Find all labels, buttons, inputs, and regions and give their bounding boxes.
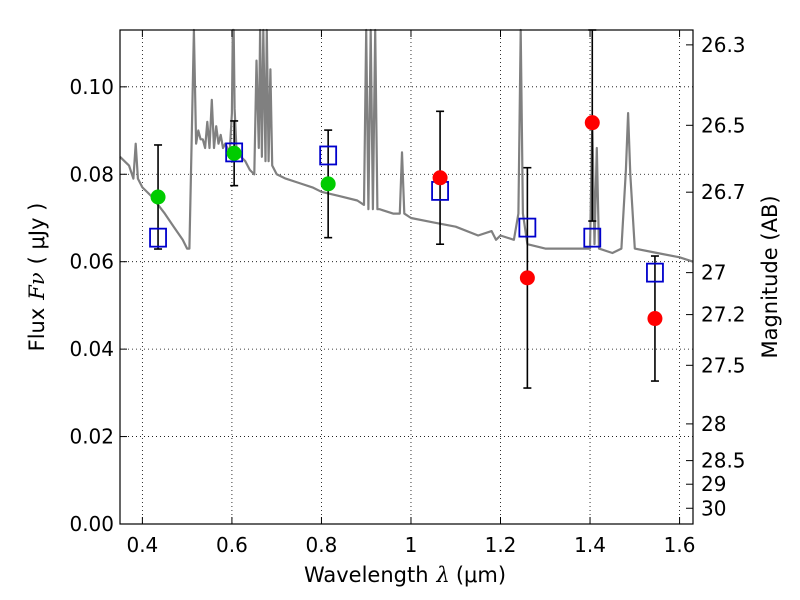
magnitude-tick-label: 26.7 xyxy=(701,180,746,204)
plot-frame xyxy=(119,29,694,525)
x-tick-label: 1.6 xyxy=(664,533,696,557)
y-tick-label: 0.10 xyxy=(69,75,114,99)
model-flux-square xyxy=(319,145,338,166)
y-tick-label: 0.02 xyxy=(69,425,114,449)
model-flux-squares xyxy=(149,142,664,283)
magnitude-tick-label: 26.5 xyxy=(701,113,746,137)
magnitude-tick-label: 27.2 xyxy=(701,303,746,327)
y-axis-label-text: Flux xyxy=(25,308,49,352)
model-flux-square xyxy=(225,142,244,163)
magnitude-tick-label: 28 xyxy=(701,412,726,436)
x-axis-ticks: 0.4 0.6 0.8 1 1.2 1.4 1.6 xyxy=(126,30,695,557)
x-tick-label: 1 xyxy=(405,533,418,557)
y-axis-ticks: 0.00 0.02 0.04 0.06 0.08 0.10 xyxy=(69,75,127,536)
upper-limit-point xyxy=(647,311,663,327)
upper-limit-point xyxy=(584,115,600,131)
grid-lines xyxy=(120,30,693,525)
y-tick-label: 0.08 xyxy=(69,162,114,186)
x-axis-label-symbol: λ xyxy=(436,563,450,587)
y-axis-label-unit: ( μJy ) xyxy=(25,203,49,265)
detection-point xyxy=(150,189,166,205)
spectrum-layer xyxy=(119,28,694,263)
magnitude-tick-label: 27 xyxy=(701,261,726,285)
observed-points xyxy=(150,115,663,327)
y-tick-label: 0.00 xyxy=(69,512,114,536)
y-axis-label-symbol: Fν xyxy=(25,272,49,301)
error-bars xyxy=(154,29,659,389)
x-tick-label: 0.8 xyxy=(306,533,338,557)
x-tick-label: 1.4 xyxy=(574,533,606,557)
x-tick-label: 0.4 xyxy=(126,533,158,557)
magnitude-axis-label: Magnitude (AB) xyxy=(758,195,782,358)
model-spectrum-line xyxy=(119,28,694,263)
x-tick-label: 1.2 xyxy=(485,533,517,557)
y-tick-label: 0.06 xyxy=(69,250,114,274)
y-tick-label: 0.04 xyxy=(69,337,114,361)
y-axis-label: Flux Fν ( μJy ) xyxy=(25,203,49,352)
upper-limit-point xyxy=(432,170,448,186)
detection-point xyxy=(226,145,242,161)
x-tick-label: 0.6 xyxy=(216,533,248,557)
x-axis-label-text: Wavelength xyxy=(304,563,429,587)
magnitude-tick-label: 27.5 xyxy=(701,353,746,377)
model-flux-square xyxy=(646,262,664,283)
model-flux-square xyxy=(518,217,537,238)
magnitude-tick-label: 28.5 xyxy=(701,449,746,473)
x-axis-label-unit: (μm) xyxy=(456,563,506,587)
upper-limit-point xyxy=(519,270,535,286)
detection-point xyxy=(320,176,336,192)
model-flux-square xyxy=(583,227,602,248)
model-flux-square xyxy=(149,227,167,248)
magnitude-tick-label: 29 xyxy=(701,472,726,496)
magnitude-tick-label: 26.3 xyxy=(701,33,746,57)
magnitude-tick-label: 30 xyxy=(701,496,726,520)
x-axis-label: Wavelength λ (μm) xyxy=(304,563,506,587)
